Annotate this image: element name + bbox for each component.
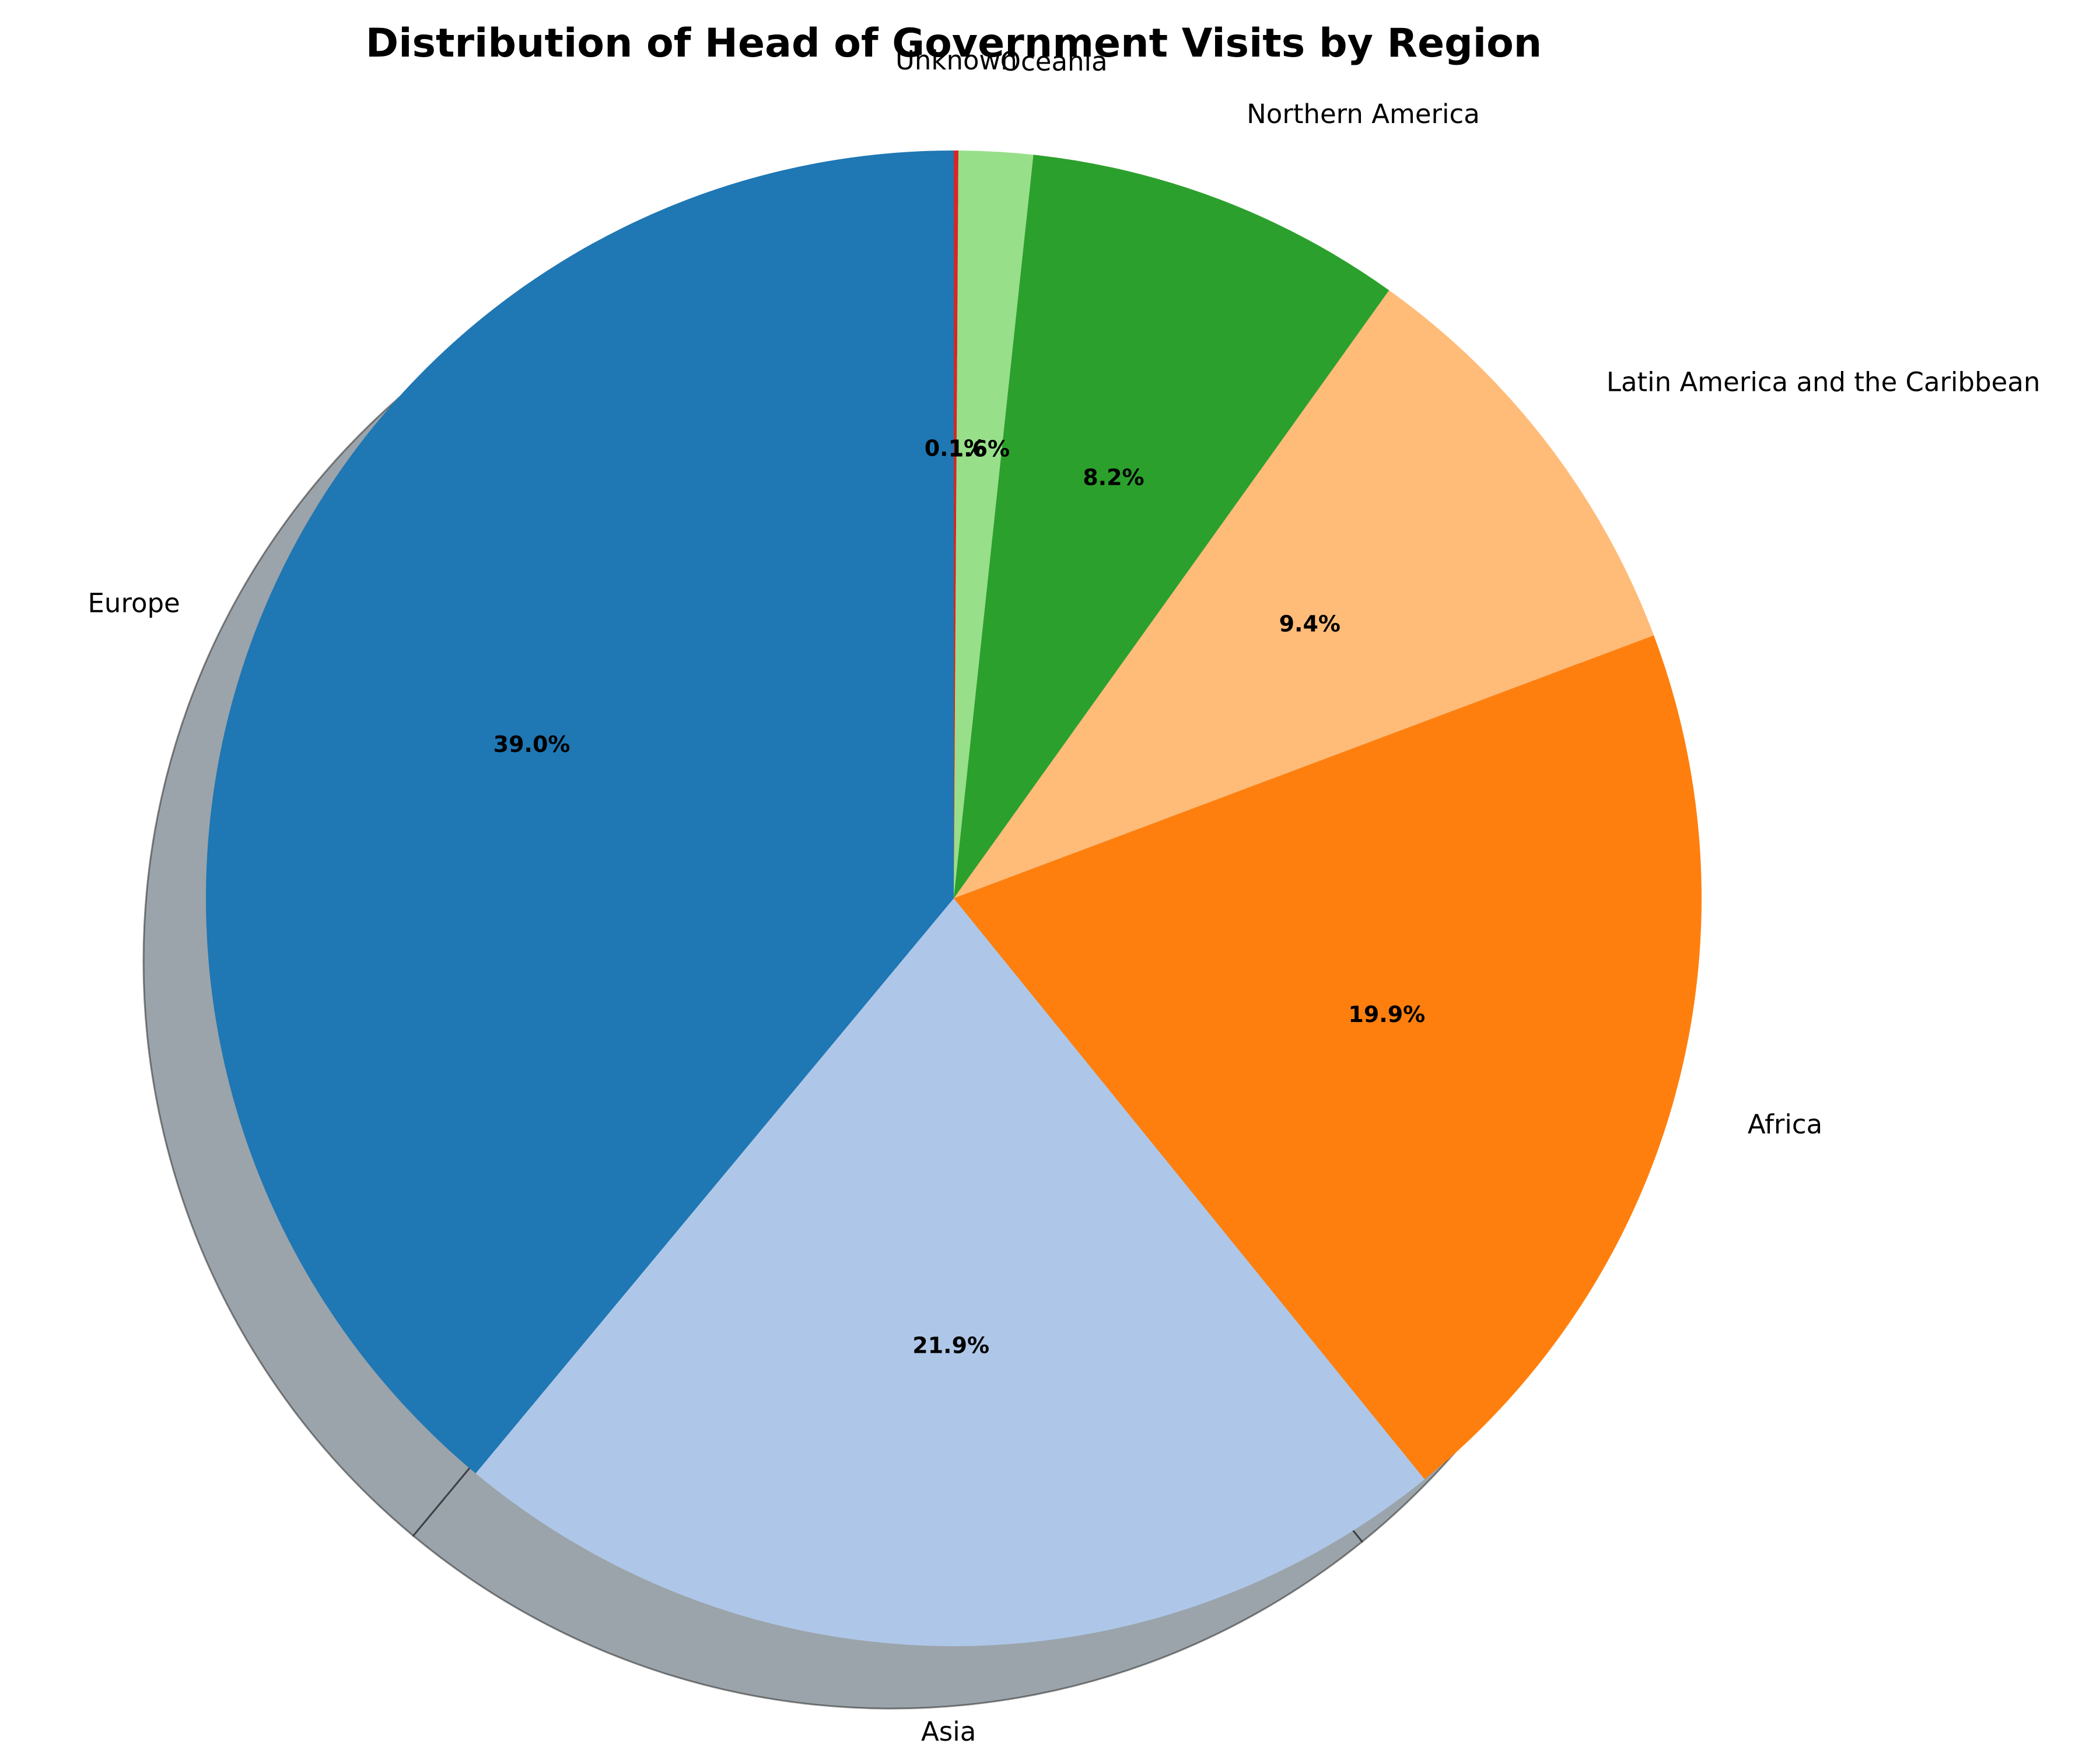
slice-label-unknown: Unknown [895,45,1017,76]
pct-label-asia: 21.9% [912,1333,989,1359]
slice-label-northern-america: Northern America [1247,99,1480,130]
pct-label-africa: 19.9% [1348,1002,1425,1027]
slice-unknown [954,150,959,898]
pct-label-unknown: 0.1% [925,435,986,461]
slice-label-asia: Asia [921,1716,976,1747]
slice-label-europe: Europe [88,588,180,619]
pct-label-northern-america: 8.2% [1083,465,1144,491]
slice-africa [954,635,1702,1480]
slice-label-latin-america-and-the-caribbean: Latin America and the Caribbean [1606,367,2041,398]
pie-slices [206,150,1702,1646]
slice-oceania [954,150,1034,898]
slice-latin-america-and-the-caribbean [954,290,1654,898]
slice-label-oceania: Oceania [1000,46,1108,77]
slice-asia [475,898,1425,1646]
pct-label-europe: 39.0% [494,732,570,757]
pct-label-latin-america-and-the-caribbean: 9.4% [1279,611,1340,636]
slice-label-africa: Africa [1748,1109,1822,1140]
pct-label-oceania: 1.6% [949,436,1010,462]
slice-europe [206,150,954,1474]
pie-labels: Unknown 0.1% Oceania 1.6% Northern America 8.… [88,45,2041,1747]
chart-title: Distribution of Head of Government Visit… [366,20,1542,66]
slice-northern-america [954,155,1390,899]
